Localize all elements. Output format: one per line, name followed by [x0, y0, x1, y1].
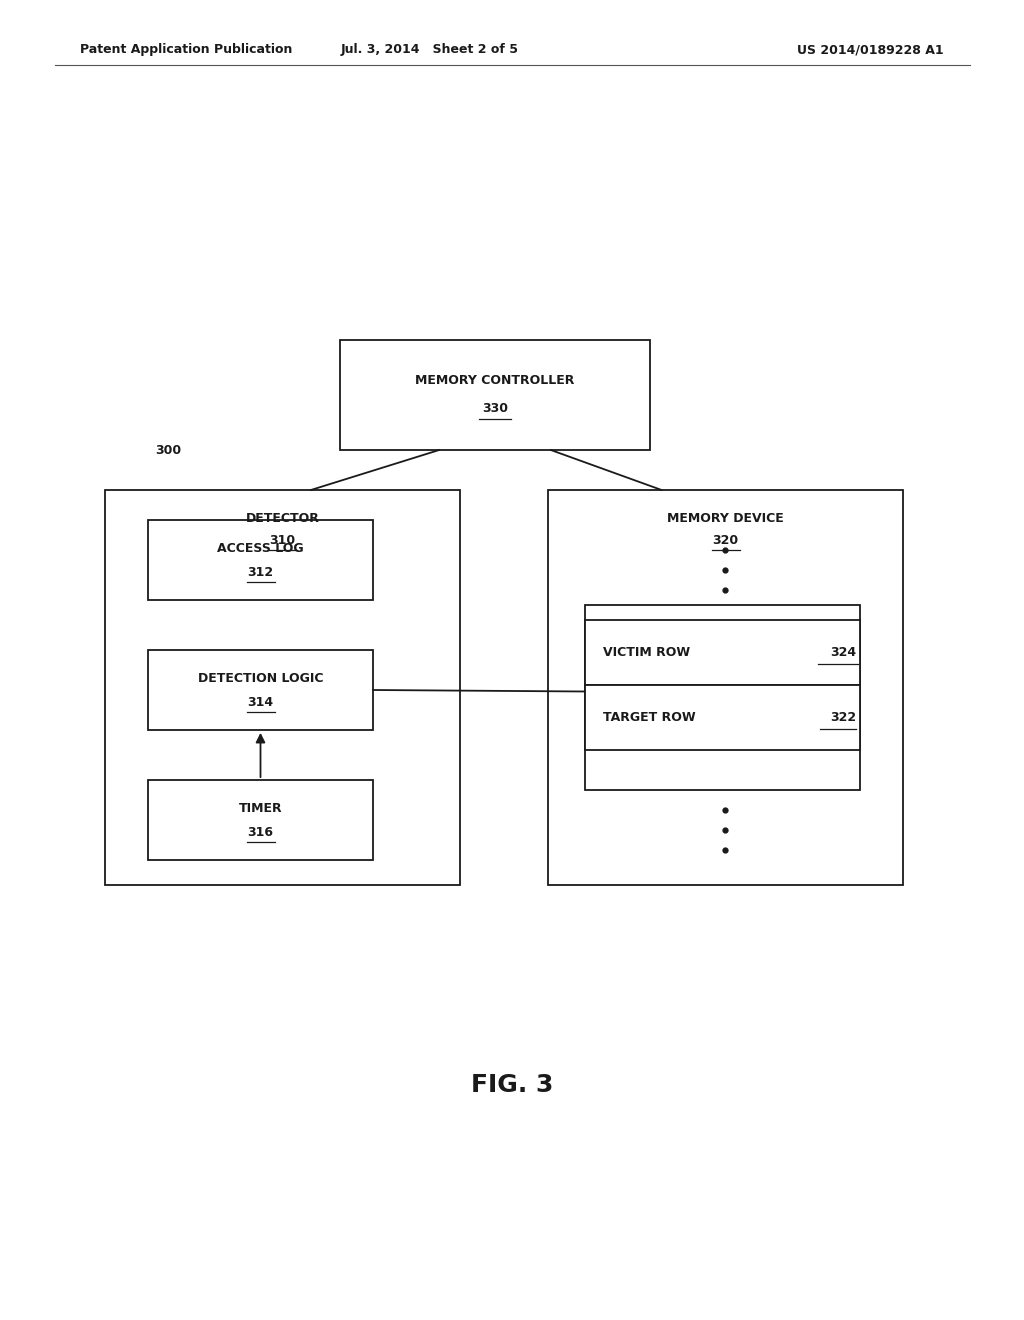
- Text: VICTIM ROW: VICTIM ROW: [603, 645, 690, 659]
- Text: US 2014/0189228 A1: US 2014/0189228 A1: [797, 44, 943, 57]
- Text: 312: 312: [248, 565, 273, 578]
- Text: 300: 300: [155, 444, 181, 457]
- Text: 322: 322: [830, 711, 856, 723]
- Text: Jul. 3, 2014   Sheet 2 of 5: Jul. 3, 2014 Sheet 2 of 5: [341, 44, 519, 57]
- Bar: [340, 341, 650, 450]
- Text: 320: 320: [713, 533, 738, 546]
- Text: MEMORY CONTROLLER: MEMORY CONTROLLER: [416, 375, 574, 388]
- Bar: [585, 605, 860, 789]
- Bar: [585, 620, 860, 685]
- Text: TIMER: TIMER: [239, 801, 283, 814]
- Text: 330: 330: [482, 403, 508, 416]
- Text: 314: 314: [248, 696, 273, 709]
- Bar: [105, 490, 460, 884]
- Text: DETECTOR: DETECTOR: [246, 511, 319, 524]
- Bar: [148, 649, 373, 730]
- Text: 316: 316: [248, 825, 273, 838]
- Text: Patent Application Publication: Patent Application Publication: [80, 44, 293, 57]
- Bar: [548, 490, 903, 884]
- Text: 310: 310: [269, 533, 296, 546]
- Text: DETECTION LOGIC: DETECTION LOGIC: [198, 672, 324, 685]
- Bar: [148, 520, 373, 601]
- Bar: [148, 780, 373, 861]
- Text: FIG. 3: FIG. 3: [471, 1073, 553, 1097]
- Text: ACCESS LOG: ACCESS LOG: [217, 541, 304, 554]
- Text: MEMORY DEVICE: MEMORY DEVICE: [667, 511, 784, 524]
- Text: 324: 324: [830, 645, 856, 659]
- Text: TARGET ROW: TARGET ROW: [603, 711, 695, 723]
- Bar: [585, 685, 860, 750]
